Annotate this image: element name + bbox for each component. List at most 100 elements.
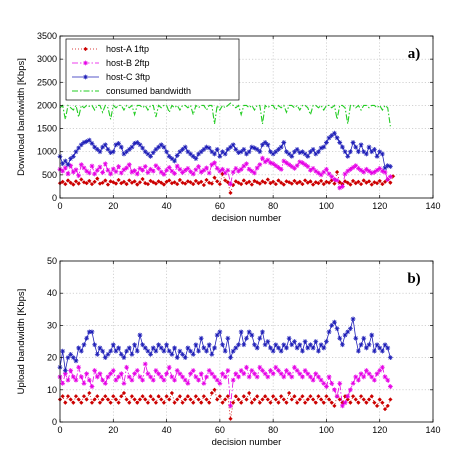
data-point bbox=[185, 394, 191, 399]
data-point bbox=[217, 181, 223, 187]
data-point bbox=[348, 149, 353, 155]
data-point bbox=[278, 180, 284, 185]
data-point bbox=[217, 394, 223, 399]
data-point bbox=[273, 342, 279, 348]
data-point bbox=[356, 179, 361, 184]
data-point bbox=[134, 368, 140, 373]
data-point bbox=[324, 140, 329, 145]
data-point bbox=[294, 368, 300, 373]
data-point bbox=[169, 168, 175, 174]
data-point bbox=[217, 153, 223, 159]
data-point bbox=[105, 147, 111, 152]
data-point bbox=[382, 165, 388, 171]
data-point bbox=[316, 348, 321, 354]
data-point bbox=[95, 176, 100, 181]
panel-label: a) bbox=[408, 46, 421, 62]
data-point bbox=[212, 175, 217, 180]
data-point bbox=[84, 168, 90, 174]
data-point bbox=[100, 144, 106, 150]
data-point bbox=[310, 397, 316, 402]
data-point bbox=[97, 345, 103, 351]
data-point bbox=[92, 171, 98, 177]
data-point bbox=[257, 162, 263, 168]
data-point bbox=[84, 371, 90, 377]
data-point bbox=[337, 335, 343, 341]
x-tick-label: 40 bbox=[162, 201, 172, 211]
data-point bbox=[65, 171, 71, 177]
data-point bbox=[60, 179, 65, 184]
data-point bbox=[324, 394, 329, 399]
data-point bbox=[126, 147, 132, 152]
data-point bbox=[230, 377, 236, 383]
data-point bbox=[103, 178, 108, 183]
data-point bbox=[225, 180, 231, 185]
data-point bbox=[337, 380, 343, 386]
data-point bbox=[350, 140, 356, 145]
data-point bbox=[105, 167, 111, 173]
data-point bbox=[113, 169, 119, 175]
data-point bbox=[350, 316, 356, 322]
data-point bbox=[379, 364, 385, 370]
data-point bbox=[302, 400, 308, 405]
data-point bbox=[366, 168, 372, 174]
data-point bbox=[281, 397, 286, 402]
legend-marker-2 bbox=[83, 74, 88, 80]
legend-box bbox=[65, 38, 240, 101]
data-point bbox=[169, 390, 175, 396]
data-point bbox=[62, 165, 68, 171]
data-point bbox=[329, 323, 335, 328]
data-point bbox=[191, 400, 196, 405]
data-point bbox=[193, 156, 199, 162]
data-point bbox=[204, 374, 209, 380]
data-point bbox=[132, 342, 137, 348]
data-point bbox=[65, 377, 71, 383]
data-point bbox=[236, 150, 241, 156]
data-point bbox=[137, 180, 143, 185]
data-point bbox=[342, 400, 348, 406]
data-point bbox=[113, 377, 119, 383]
data-point bbox=[108, 171, 114, 177]
data-point bbox=[316, 374, 321, 380]
data-point bbox=[84, 181, 89, 186]
data-point bbox=[129, 351, 135, 357]
data-point bbox=[292, 364, 297, 370]
data-point bbox=[313, 151, 319, 157]
data-point bbox=[302, 151, 308, 157]
data-point bbox=[126, 162, 132, 168]
data-point bbox=[126, 345, 132, 351]
data-point bbox=[377, 178, 382, 184]
data-point bbox=[377, 345, 383, 351]
data-point bbox=[167, 397, 172, 402]
data-point bbox=[73, 179, 79, 184]
data-point bbox=[382, 342, 388, 348]
x-tick-label: 40 bbox=[162, 425, 172, 435]
data-point bbox=[185, 179, 191, 184]
data-point bbox=[76, 145, 82, 151]
data-point bbox=[212, 345, 217, 351]
data-point bbox=[326, 397, 332, 402]
data-point bbox=[329, 133, 335, 138]
data-point bbox=[374, 181, 380, 186]
upload-bandwidth-panel: 0 20 40 60 80 100 120 140 0 10 20 30 40 50 decision nu… bbox=[16, 256, 441, 448]
data-point bbox=[84, 397, 89, 402]
data-point bbox=[297, 179, 302, 184]
data-point bbox=[278, 144, 284, 150]
data-point bbox=[332, 130, 337, 136]
data-point bbox=[350, 165, 356, 170]
data-point bbox=[356, 149, 361, 155]
data-point bbox=[86, 170, 92, 176]
data-point bbox=[207, 180, 212, 185]
data-point bbox=[145, 181, 151, 187]
data-point bbox=[300, 374, 305, 380]
data-point bbox=[326, 171, 332, 177]
data-point bbox=[270, 371, 276, 377]
y-tick-label: 20 bbox=[47, 353, 57, 363]
data-point bbox=[238, 166, 244, 172]
data-point bbox=[172, 180, 177, 185]
y-tick-label: 1000 bbox=[37, 147, 57, 157]
y-tick-label: 3000 bbox=[37, 54, 57, 64]
data-point bbox=[209, 390, 215, 396]
data-point bbox=[140, 394, 145, 399]
data-point bbox=[220, 342, 225, 348]
data-point bbox=[340, 144, 345, 150]
